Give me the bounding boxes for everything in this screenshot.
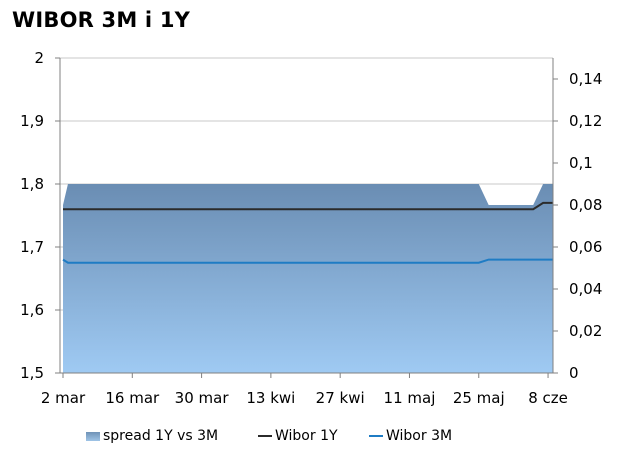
y-left-tick-label: 1,5: [20, 364, 44, 382]
legend-label-wibor-1y: Wibor 1Y: [275, 428, 338, 444]
y-right-tick-label: 0,1: [569, 154, 593, 172]
series-line-wibor-3m: [62, 258, 553, 264]
legend-label-wibor-3m: Wibor 3M: [386, 428, 453, 444]
y-right-tick-label: 0,04: [569, 280, 602, 298]
y-left-tick-label: 1,8: [20, 175, 44, 193]
y-left-tick-label: 1,6: [20, 301, 44, 319]
y-right-tick-label: 0,02: [569, 322, 602, 340]
y-left-tick-label: 2: [34, 49, 44, 67]
y-left-tick-label: 1,7: [20, 238, 44, 256]
y-right-tick-label: 0,14: [569, 70, 602, 88]
legend-swatch-spread: [86, 431, 100, 441]
x-tick-label: 16 mar: [105, 389, 160, 407]
legend-item-wibor-3m: Wibor 3M: [369, 428, 452, 444]
x-tick-label: 13 kwi: [246, 389, 295, 407]
y-right-tick-label: 0,08: [569, 196, 602, 214]
chart-title: WIBOR 3M i 1Y: [12, 8, 191, 32]
y-right-tick-label: 0,12: [569, 112, 602, 130]
chart-plot: 2 1,9 1,8 1,7 1,6 1,5 0,14 0,12 0,1 0,08 0,06 0,04 0…: [20, 49, 602, 407]
legend-item-spread: spread 1Y vs 3M: [86, 428, 218, 444]
legend-label-spread: spread 1Y vs 3M: [103, 428, 219, 444]
x-tick-label: 8 cze: [528, 389, 568, 407]
x-tick-label: 27 kwi: [316, 389, 365, 407]
x-tick-label: 30 mar: [175, 389, 230, 407]
y-left-tick-label: 1,9: [20, 112, 44, 130]
x-tick-label: 11 maj: [384, 389, 436, 407]
chart-legend: spread 1Y vs 3M Wibor 1Y Wibor 3M: [0, 428, 621, 450]
series-area-spread: [63, 184, 553, 373]
legend-swatch-wibor-3m: [369, 435, 383, 437]
x-tick-label: 2 mar: [41, 389, 86, 407]
y-right-tick-label: 0: [569, 364, 579, 382]
y-right-tick-label: 0,06: [569, 238, 602, 256]
series-line-wibor-1y: [63, 201, 553, 211]
x-tick-label: 25 maj: [453, 389, 505, 407]
legend-item-wibor-1y: Wibor 1Y: [258, 428, 338, 444]
legend-swatch-wibor-1y: [258, 435, 272, 437]
